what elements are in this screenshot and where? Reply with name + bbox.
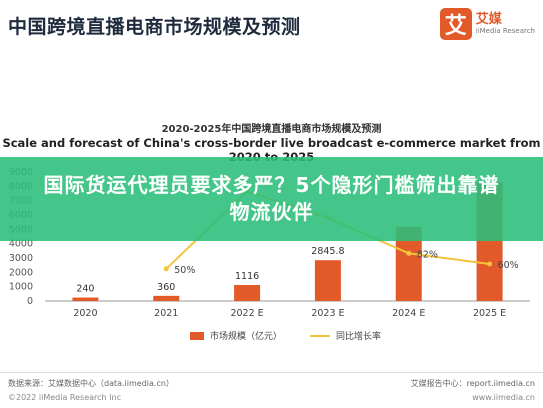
growth-point	[487, 261, 493, 267]
legend-label-bar: 市场规模（亿元）	[210, 332, 283, 342]
footer-site: www.iimedia.cn	[472, 393, 535, 402]
bar-value-label: 240	[76, 284, 94, 295]
legend-item-line: 同比增长率	[310, 329, 381, 342]
headline-text: 国际货运代理员要求多严？5个隐形门槛筛出靠谱物流伙伴	[43, 173, 500, 224]
y-tick-label: 1000	[9, 282, 33, 293]
x-tick-label: 2022 E	[230, 308, 263, 319]
y-tick-label: 2000	[9, 267, 33, 278]
bar	[234, 285, 261, 301]
x-tick-label: 2020	[73, 308, 97, 319]
y-tick-label: 0	[27, 296, 33, 307]
headline-banner: 国际货运代理员要求多严？5个隐形门槛筛出靠谱物流伙伴	[0, 157, 543, 241]
x-tick-label: 2024 E	[392, 308, 425, 319]
bar-value-label: 2845.8	[311, 246, 344, 257]
growth-value-label: 50%	[174, 265, 195, 276]
bar-value-label: 360	[157, 282, 175, 293]
y-tick-label: 3000	[9, 253, 33, 264]
chart-legend: 市场规模（亿元） 同比增长率	[190, 329, 381, 342]
legend-item-bar: 市场规模（亿元）	[190, 329, 282, 342]
growth-value-label: 82%	[417, 249, 438, 260]
legend-swatch-bar	[190, 331, 204, 340]
page-title: 中国跨境直播电商市场规模及预测	[8, 16, 301, 38]
growth-value-label: 60%	[498, 260, 519, 271]
bar-value-label: 1116	[235, 271, 259, 282]
chart-title: 2020-2025年中国跨境直播电商市场规模及预测	[161, 124, 382, 135]
growth-point	[163, 266, 169, 272]
y-tick-label: 4000	[9, 239, 33, 250]
footer-copyright: ©2022 iiMedia Research Inc	[8, 393, 121, 402]
growth-point	[406, 250, 412, 256]
x-tick-label: 2025 E	[473, 308, 506, 319]
legend-label-line: 同比增长率	[336, 332, 382, 342]
footer-source: 数据来源：艾媒数据中心（data.iimedia.cn）	[8, 379, 174, 388]
x-tick-label: 2023 E	[311, 308, 344, 319]
bar	[314, 260, 341, 301]
footer-divider	[0, 372, 543, 373]
x-tick-label: 2021	[154, 308, 178, 319]
logo-icon: 艾	[439, 8, 472, 40]
bar	[72, 297, 99, 301]
legend-swatch-line	[310, 334, 331, 337]
brand-logo: 艾 艾媒 iiMedia Research	[439, 8, 535, 40]
logo-name: 艾媒	[475, 12, 502, 27]
footer-report: 艾媒报告中心：report.iimedia.cn	[410, 379, 535, 388]
bar	[153, 295, 180, 301]
logo-subtitle: iiMedia Research	[475, 27, 535, 35]
